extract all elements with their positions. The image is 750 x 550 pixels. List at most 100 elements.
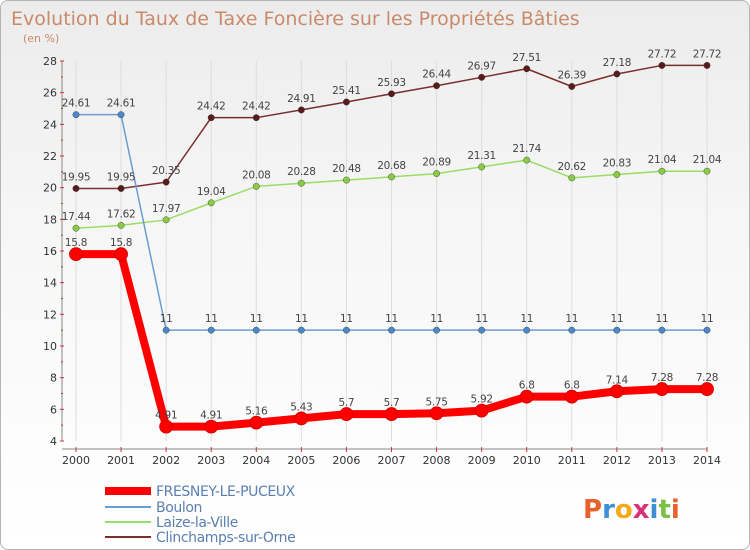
- data-point: [564, 389, 579, 404]
- data-label: 19.95: [62, 171, 91, 183]
- data-label: 11: [430, 313, 443, 325]
- data-point: [655, 382, 669, 396]
- data-label: 19.95: [107, 171, 136, 183]
- data-label: 15.8: [110, 237, 132, 249]
- data-point: [474, 403, 489, 418]
- data-label: 20.08: [242, 169, 271, 181]
- data-label: 4.91: [155, 410, 177, 422]
- data-point: [388, 326, 395, 334]
- data-point: [207, 199, 215, 207]
- y-tick-label: 18: [43, 213, 57, 226]
- chart-title: Evolution du Taux de Taxe Foncière sur l…: [11, 8, 580, 30]
- data-label: 19.04: [197, 186, 226, 198]
- data-label: 5.7: [384, 397, 400, 409]
- data-point: [339, 407, 354, 421]
- data-point: [658, 326, 666, 334]
- data-point: [703, 167, 711, 175]
- x-tick-label: 2012: [603, 454, 631, 467]
- data-point: [114, 247, 128, 262]
- data-label: 25.93: [377, 77, 406, 89]
- y-tick-label: 20: [43, 182, 57, 195]
- x-tick-label: 2003: [197, 454, 225, 467]
- y-tick-label: 8: [50, 372, 57, 385]
- data-point: [117, 221, 125, 229]
- data-point: [72, 185, 80, 192]
- data-point: [609, 384, 624, 399]
- data-point: [613, 326, 621, 334]
- data-point: [429, 406, 444, 421]
- data-label: 5.16: [245, 406, 268, 418]
- data-point: [568, 83, 576, 90]
- data-point: [294, 411, 309, 426]
- data-label: 15.8: [65, 237, 87, 249]
- data-label: 26.39: [558, 69, 587, 81]
- data-point: [433, 326, 440, 334]
- data-point: [523, 156, 531, 164]
- y-tick-label: 28: [43, 55, 57, 68]
- data-point: [388, 90, 395, 98]
- y-tick-label: 6: [50, 403, 57, 416]
- y-tick-label: 16: [43, 245, 57, 258]
- data-label: 17.97: [152, 203, 181, 215]
- data-point: [159, 419, 174, 434]
- data-label: 24.61: [62, 98, 91, 110]
- y-tick-label: 10: [43, 340, 57, 353]
- data-label: 4.91: [200, 410, 222, 422]
- data-label: 24.61: [107, 98, 136, 110]
- legend-label: Laize-la-Ville: [156, 515, 238, 531]
- data-label: 21.31: [467, 150, 496, 162]
- data-label: 27.51: [512, 52, 541, 64]
- data-label: 7.28: [651, 372, 673, 384]
- data-point: [658, 62, 666, 69]
- y-tick-label: 14: [43, 277, 57, 290]
- data-label: 20.83: [603, 158, 632, 170]
- data-label: 11: [565, 313, 578, 325]
- x-tick-label: 2001: [107, 454, 135, 467]
- data-label: 27.72: [693, 48, 722, 60]
- x-tick-label: 2007: [378, 454, 406, 467]
- legend-label: Boulon: [156, 500, 202, 516]
- data-label: 11: [520, 313, 533, 325]
- data-point: [162, 326, 170, 334]
- data-label: 20.68: [377, 160, 406, 172]
- x-tick-label: 2005: [287, 454, 315, 467]
- grid-lines: [75, 61, 708, 441]
- data-label: 24.42: [242, 101, 271, 113]
- x-tick-label: 2006: [332, 454, 360, 467]
- data-label: 11: [160, 313, 173, 325]
- x-tick-label: 2002: [152, 454, 180, 467]
- data-label: 20.48: [332, 163, 361, 175]
- data-point: [297, 179, 305, 187]
- data-point: [478, 163, 486, 171]
- data-point: [207, 326, 215, 334]
- y-tick-label: 26: [43, 87, 57, 100]
- data-label: 20.28: [287, 166, 316, 178]
- data-point: [523, 65, 531, 73]
- x-tick-label: 2008: [423, 454, 451, 467]
- data-label: 20.35: [152, 165, 181, 177]
- data-label: 6.8: [519, 380, 535, 392]
- data-label: 20.89: [422, 157, 451, 169]
- data-label: 11: [701, 313, 714, 325]
- data-label: 26.97: [467, 60, 496, 72]
- y-tick-label: 24: [43, 118, 57, 131]
- x-tick-label: 2011: [558, 454, 586, 467]
- data-label: 11: [295, 313, 308, 325]
- data-point: [204, 419, 219, 434]
- data-label: 11: [610, 313, 623, 325]
- data-point: [388, 173, 395, 181]
- data-point: [519, 389, 534, 404]
- data-point: [69, 247, 83, 262]
- data-label: 24.91: [287, 93, 316, 105]
- data-label: 5.7: [339, 397, 355, 409]
- data-label: 17.62: [107, 208, 136, 220]
- data-point: [384, 407, 399, 421]
- data-point: [478, 73, 486, 81]
- data-label: 7.28: [696, 372, 718, 384]
- y-axis-unit: (en %): [23, 32, 59, 45]
- data-point: [700, 382, 714, 396]
- y-tick-label: 22: [43, 150, 57, 163]
- data-label: 7.14: [606, 374, 629, 386]
